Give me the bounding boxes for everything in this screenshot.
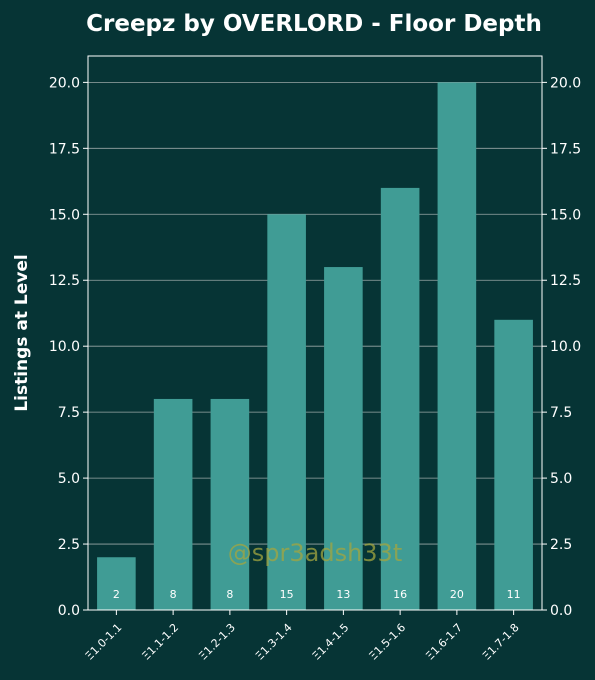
- bar: [153, 398, 193, 610]
- x-tick-label: Ξ1.1-1.2: [140, 621, 182, 663]
- bar-value-label: 2: [113, 588, 120, 601]
- bar: [210, 398, 250, 610]
- bar: [267, 214, 306, 611]
- bar-value-label: 20: [450, 588, 464, 601]
- x-tick-label: Ξ1.7-1.8: [480, 621, 522, 663]
- plot-frame: [87, 55, 543, 611]
- chart-title: Creepz by OVERLORD - Floor Depth: [86, 11, 542, 37]
- bar-value-label: 16: [393, 588, 407, 601]
- y-axis-right: 0.0 2.5 5.0 7.5 10.0 12.5 15.0 17.5 20.0: [542, 75, 581, 619]
- y-tick-label-right: 15.0: [550, 207, 581, 223]
- x-tick-label: Ξ1.3-1.4: [253, 621, 295, 663]
- y-tick-label-right: 20.0: [550, 75, 581, 91]
- y-tick-label-left: 5.0: [58, 471, 80, 487]
- bar: [324, 267, 363, 610]
- bar-value-label: 15: [280, 588, 294, 601]
- y-tick-label-right: 5.0: [550, 471, 572, 487]
- watermark-text: @spr3adsh33t: [228, 539, 402, 567]
- y-axis-label: Listings at Level: [12, 254, 32, 411]
- y-tick-label-left: 0.0: [58, 603, 80, 619]
- bar: [380, 187, 420, 610]
- x-tick-label: Ξ1.4-1.5: [310, 621, 352, 663]
- y-tick-label-right: 12.5: [550, 273, 581, 289]
- bar: [97, 557, 136, 610]
- y-tick-label-left: 10.0: [49, 339, 80, 355]
- y-tick-label-right: 17.5: [550, 141, 581, 157]
- bar-value-label: 8: [170, 588, 177, 601]
- y-tick-label-right: 0.0: [550, 603, 572, 619]
- y-tick-label-left: 15.0: [49, 207, 80, 223]
- y-axis-left: 0.0 2.5 5.0 7.5 10.0 12.5 15.0 17.5 20.0: [49, 75, 88, 619]
- bar-value-label: 8: [226, 588, 233, 601]
- x-tick-label: Ξ1.6-1.7: [423, 621, 465, 663]
- x-tick-label: Ξ1.5-1.6: [367, 621, 409, 663]
- x-axis: Ξ1.0-1.1 Ξ1.1-1.2 Ξ1.2-1.3 Ξ1.3-1.4 Ξ1.4-1.5…: [83, 610, 522, 663]
- bar: [494, 319, 533, 610]
- y-tick-label-right: 7.5: [550, 405, 572, 421]
- x-tick-label: Ξ1.0-1.1: [83, 621, 125, 663]
- y-tick-label-left: 12.5: [49, 273, 80, 289]
- y-tick-label-right: 10.0: [550, 339, 581, 355]
- y-tick-label-left: 17.5: [49, 141, 80, 157]
- y-tick-label-left: 2.5: [58, 537, 80, 553]
- bar-value-labels: 2 8 8 15 13 16 20 11: [113, 588, 521, 601]
- y-tick-label-left: 7.5: [58, 405, 80, 421]
- y-tick-label-left: 20.0: [49, 75, 80, 91]
- x-tick-label: Ξ1.2-1.3: [196, 621, 238, 663]
- bars: [97, 82, 533, 611]
- bar: [437, 82, 477, 610]
- y-tick-label-right: 2.5: [550, 537, 572, 553]
- bar-value-label: 11: [507, 588, 521, 601]
- bar-value-label: 13: [336, 588, 350, 601]
